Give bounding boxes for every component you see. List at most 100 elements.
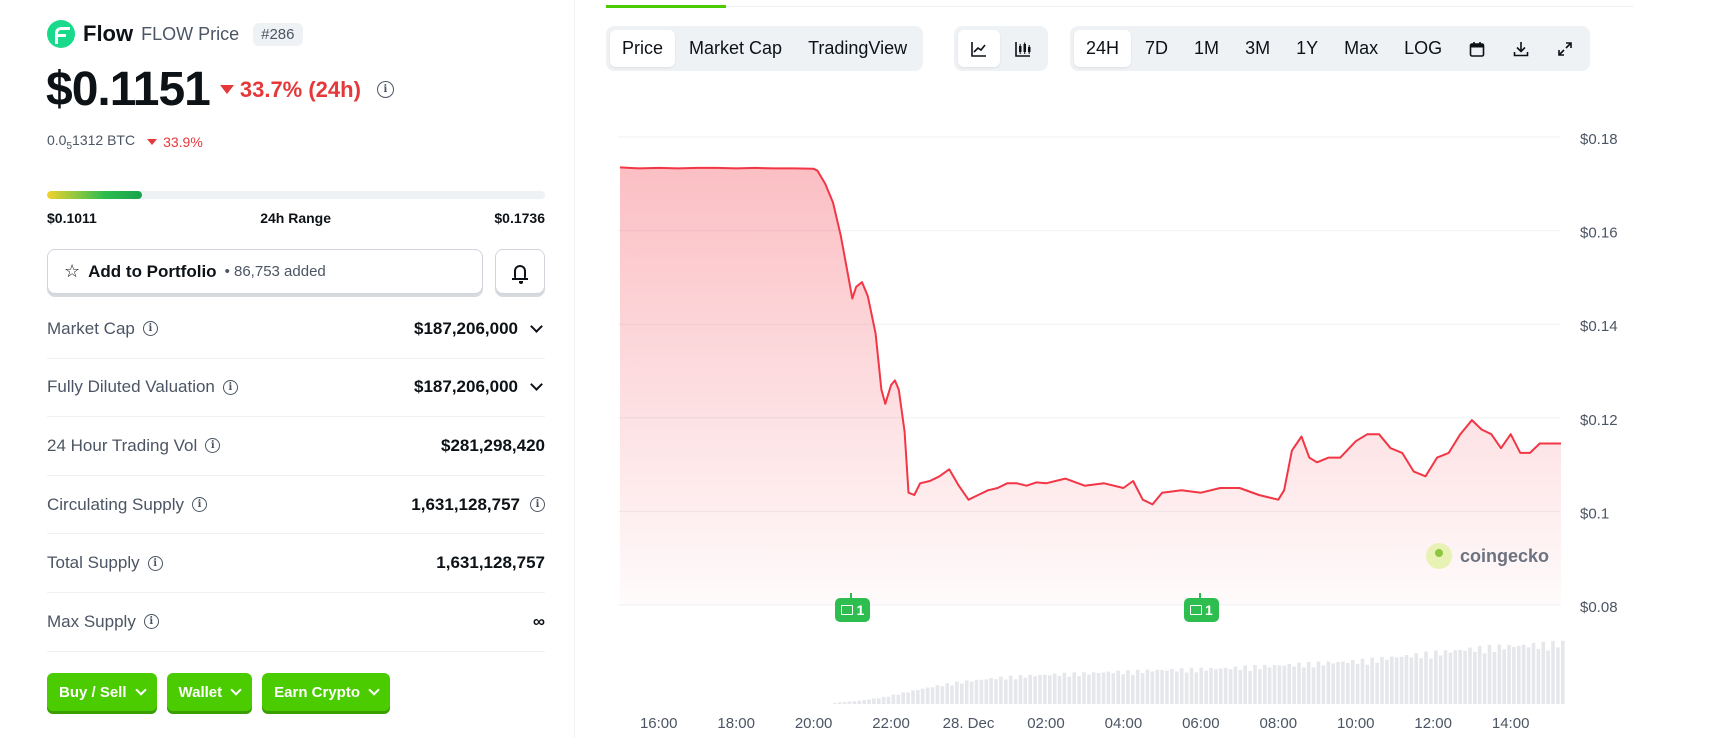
price-chart[interactable]: $0.18 $0.16 $0.14 $0.12 $0.1 $0.08 16:00 18:00 2… (576, 0, 1713, 738)
action-buttons: Buy / Sell Wallet Earn Crypto (47, 673, 391, 711)
range-labels: $0.1011 24h Range $0.1736 (47, 210, 545, 226)
stat-label: Max Supply i (47, 612, 159, 632)
chevron-down-icon (134, 684, 147, 696)
info-icon[interactable]: i (192, 497, 208, 513)
chevron-down-icon[interactable] (530, 319, 543, 333)
volume-bar (1434, 650, 1438, 704)
wallet-button[interactable]: Wallet (166, 673, 253, 711)
volume-bar (1346, 662, 1350, 704)
volume-bar (1018, 675, 1023, 704)
range-high: $0.1736 (494, 210, 545, 226)
volume-bar (852, 701, 857, 704)
volume-bar (1145, 669, 1150, 704)
download-icon (1512, 40, 1530, 58)
range-24h[interactable]: 24H (1074, 30, 1132, 67)
volume-bar (1448, 652, 1453, 704)
volume-bar (1209, 667, 1213, 704)
volume-bar (1458, 649, 1462, 704)
chevron-down-icon[interactable] (530, 378, 543, 392)
news-badge[interactable]: 1 (835, 593, 871, 622)
volume-bar (920, 688, 925, 704)
range-log[interactable]: LOG (1404, 38, 1443, 58)
earn-crypto-button[interactable]: Earn Crypto (262, 673, 391, 711)
volume-bar (906, 692, 910, 704)
volume-bar (1394, 657, 1399, 704)
info-icon[interactable]: i (142, 321, 158, 337)
fullscreen-button[interactable] (1544, 30, 1586, 67)
tab-price[interactable]: Price (610, 30, 676, 67)
info-icon[interactable]: i (222, 379, 238, 395)
volume-bar (935, 685, 940, 704)
coingecko-watermark: coingecko (1426, 543, 1549, 569)
info-icon[interactable]: i (376, 81, 394, 98)
volume-bar (1443, 650, 1448, 704)
volume-bar (1248, 671, 1252, 704)
btc-change: 33.9% (163, 133, 203, 150)
volume-bar (960, 683, 964, 704)
volume-bar (940, 686, 945, 704)
tab-tradingview[interactable]: TradingView (808, 38, 908, 58)
volume-bar (1463, 650, 1467, 704)
stat-row[interactable]: Fully Diluted Valuation i $187,206,000 (47, 359, 545, 418)
volume-bar (881, 696, 886, 704)
volume-bar (877, 698, 881, 704)
news-badge[interactable]: 1 (1183, 593, 1219, 622)
info-icon[interactable]: i (530, 497, 545, 513)
volume-bar (1028, 674, 1032, 704)
volume-bar (1512, 646, 1516, 704)
range-1y[interactable]: 1Y (1296, 38, 1319, 58)
volume-bar (1048, 675, 1052, 704)
volume-bar (950, 685, 954, 704)
x-tick-label: 12:00 (1414, 715, 1452, 732)
volume-bar (979, 679, 984, 704)
download-button[interactable] (1500, 30, 1542, 67)
range-label: 24h Range (260, 210, 332, 226)
tab-market-cap[interactable]: Market Cap (689, 38, 783, 58)
candlestick-button[interactable] (1002, 30, 1044, 67)
add-to-portfolio-button[interactable]: ☆ Add to Portfolio • 86,753 added (47, 249, 483, 294)
volume-bar (1043, 674, 1047, 704)
range-1m[interactable]: 1M (1194, 38, 1220, 58)
price-change-24h: 33.7% (24h) (239, 76, 361, 102)
volume-bar (964, 680, 969, 704)
stat-label: Fully Diluted Valuation i (47, 377, 238, 397)
y-tick-label: $0.12 (1580, 412, 1618, 429)
calendar-button[interactable] (1456, 30, 1498, 67)
volume-bar (1404, 655, 1409, 704)
stat-value: $187,206,000 (414, 377, 545, 397)
range-7d[interactable]: 7D (1145, 38, 1169, 58)
volume-bar (1419, 658, 1423, 704)
range-bar (47, 191, 545, 199)
volume-bar (1365, 664, 1370, 704)
volume-bar (1311, 667, 1316, 704)
volume-bar (989, 678, 993, 704)
volume-bar (1375, 662, 1379, 704)
volume-bar (1165, 670, 1169, 704)
volume-bar (1272, 665, 1277, 704)
volume-bar (911, 690, 915, 704)
x-tick-label: 04:00 (1105, 715, 1143, 732)
coin-symbol-label: FLOW Price (141, 23, 240, 44)
volume-bar (1008, 675, 1013, 704)
buy-sell-button[interactable]: Buy / Sell (47, 673, 157, 711)
stat-value: $281,298,420 (441, 435, 545, 455)
flow-logo-icon (47, 20, 75, 48)
info-icon[interactable]: i (143, 614, 159, 630)
range-3m[interactable]: 3M (1245, 38, 1271, 58)
info-icon[interactable]: i (205, 438, 221, 454)
time-range-tabs: 24H 7D 1M 3M 1Y Max LOG (1070, 26, 1591, 71)
volume-bar (1223, 667, 1228, 704)
volume-bar (1355, 663, 1360, 704)
volume-bar (1072, 672, 1076, 704)
volume-bar (1170, 669, 1174, 704)
chevron-down-icon (368, 684, 380, 696)
volume-bar (1131, 674, 1135, 704)
stat-row[interactable]: Market Cap i $187,206,000 (47, 300, 545, 359)
info-icon[interactable]: i (147, 555, 163, 571)
price-alert-button[interactable] (495, 249, 545, 294)
range-max[interactable]: Max (1344, 38, 1379, 58)
x-tick-label: 28. Dec (943, 715, 995, 732)
volume-bar (1556, 647, 1560, 704)
y-tick-label: $0.08 (1580, 599, 1618, 616)
line-chart-button[interactable] (958, 30, 1000, 67)
